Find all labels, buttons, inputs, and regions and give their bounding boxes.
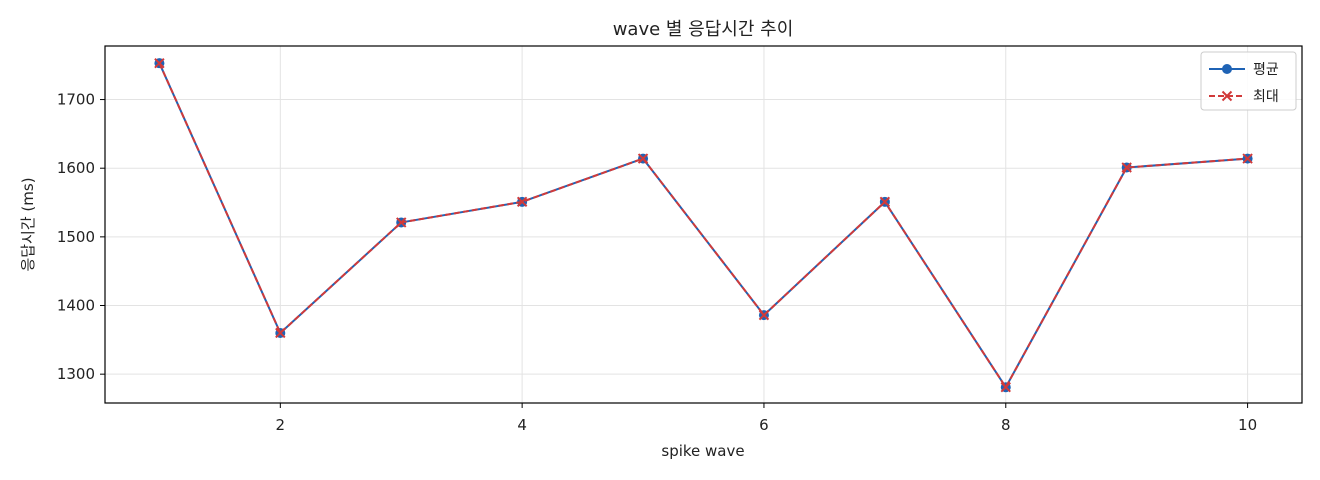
data-point bbox=[396, 217, 407, 228]
plot-frame bbox=[104, 45, 1303, 404]
legend-label: 평균 bbox=[1253, 62, 1279, 78]
data-point bbox=[637, 153, 649, 164]
data-point bbox=[275, 327, 286, 339]
series-2 bbox=[154, 57, 1253, 393]
y-tick-label: 1400 bbox=[57, 297, 95, 315]
series-line bbox=[158, 62, 1248, 389]
grid bbox=[105, 46, 1302, 403]
series-line bbox=[158, 62, 1248, 389]
data-point bbox=[516, 196, 528, 208]
x-tick-label: 10 bbox=[1238, 416, 1257, 434]
legend-box bbox=[1200, 51, 1297, 111]
data-point bbox=[154, 57, 165, 69]
y-tick-label: 1700 bbox=[57, 91, 95, 109]
legend-marker bbox=[1221, 90, 1233, 102]
series-layer bbox=[154, 57, 1253, 393]
x-tick-label: 2 bbox=[276, 416, 286, 434]
data-point bbox=[879, 196, 891, 208]
chart-title: wave 별 응답시간 추이 bbox=[613, 19, 794, 40]
data-point bbox=[758, 309, 770, 321]
y-tick-label: 1600 bbox=[57, 159, 95, 177]
legend-marker bbox=[1222, 64, 1232, 74]
x-axis-label: spike wave bbox=[661, 442, 744, 460]
legend-label: 최대 bbox=[1253, 89, 1279, 105]
y-axis-label: 응답시간 (ms) bbox=[19, 177, 37, 271]
x-tick-label: 8 bbox=[1001, 416, 1011, 434]
x-tick-label: 6 bbox=[759, 416, 769, 434]
data-point bbox=[1242, 153, 1253, 164]
data-point bbox=[1121, 162, 1132, 173]
series-1 bbox=[154, 58, 1253, 393]
ticks: 2 4 6 8 10 1300 1400 1500 1600 1700 bbox=[57, 91, 1257, 434]
y-tick-label: 1500 bbox=[57, 228, 95, 246]
data-point bbox=[1000, 382, 1011, 393]
y-tick-label: 1300 bbox=[57, 365, 95, 383]
x-tick-label: 4 bbox=[517, 416, 527, 434]
